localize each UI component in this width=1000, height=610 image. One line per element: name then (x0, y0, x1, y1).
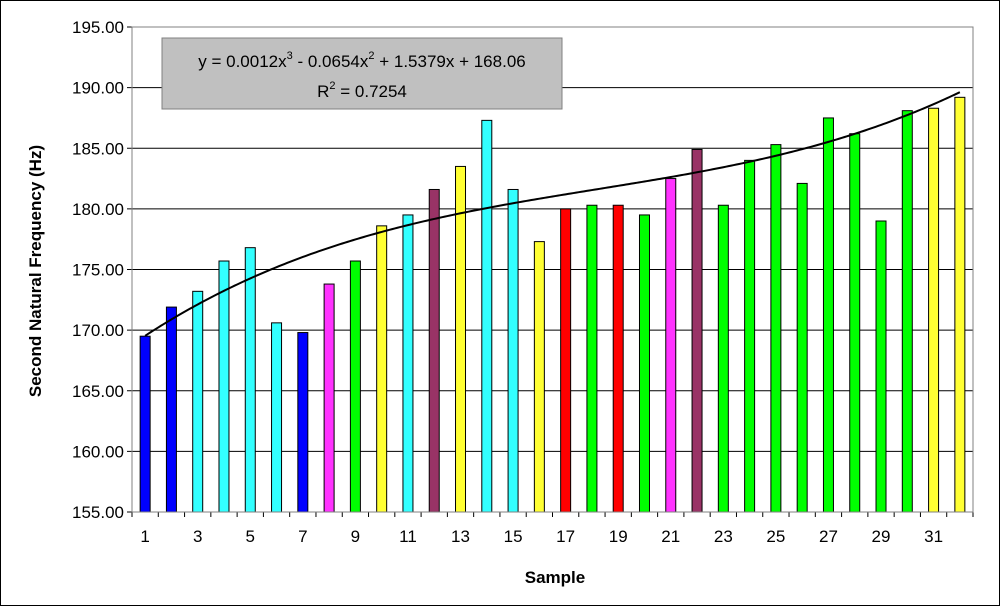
bar-sample-24 (744, 159, 756, 513)
bar-sample-12 (428, 188, 440, 513)
bar-sample-28 (849, 133, 861, 513)
y-tick-label: 155.00 (72, 503, 124, 522)
x-axis-ticks: 1 3 5 7 9 11 13 15 17 19 21 23 25 27 29 31 (131, 512, 974, 546)
bar-sample-27 (822, 117, 834, 513)
bar-sample-11 (402, 214, 414, 513)
bar-sample-26 (796, 182, 808, 513)
y-tick-label: 160.00 (72, 442, 124, 461)
x-tick-label: 7 (298, 527, 307, 546)
x-tick-label: 21 (661, 527, 680, 546)
x-tick-label: 25 (766, 527, 785, 546)
y-tick-label: 165.00 (72, 382, 124, 401)
bar-sample-14 (481, 119, 493, 513)
equation-box: y = 0.0012x3 - 0.0654x2 + 1.5379x + 168.… (161, 37, 563, 110)
y-tick-label: 195.00 (72, 18, 124, 37)
x-tick-label: 11 (399, 527, 417, 546)
x-tick-label: 3 (193, 527, 202, 546)
y-axis-title: Second Natural Frequency (Hz) (26, 145, 45, 397)
bar-sample-4 (218, 260, 230, 513)
bar-sample-9 (349, 260, 361, 513)
eq-exp-3: 3 (287, 50, 293, 62)
x-tick-label: 13 (451, 527, 470, 546)
r2-exp: 2 (329, 80, 335, 92)
bar-series (139, 96, 966, 513)
x-tick-label: 23 (714, 527, 733, 546)
bar-sample-18 (586, 204, 598, 513)
bar-sample-23 (717, 204, 729, 513)
eq-exp-2: 2 (368, 50, 374, 62)
r-squared: R2 = 0.7254 (317, 80, 407, 101)
bar-sample-20 (638, 214, 650, 513)
eq-part-2: - 0.0654x (293, 52, 369, 71)
bar-sample-29 (875, 220, 887, 513)
x-tick-label: 5 (246, 527, 255, 546)
x-tick-label: 27 (819, 527, 838, 546)
bar-sample-10 (376, 225, 388, 513)
bar-sample-15 (507, 188, 519, 513)
bar-sample-19 (612, 204, 624, 513)
r2-part-1: R (317, 82, 329, 101)
bar-sample-17 (560, 208, 572, 513)
x-tick-label: 1 (140, 527, 149, 546)
x-tick-label: 29 (872, 527, 891, 546)
y-tick-label: 180.00 (72, 200, 124, 219)
bar-sample-5 (244, 247, 256, 513)
bar-sample-32 (954, 96, 966, 513)
bar-sample-21 (665, 178, 677, 513)
equation-box-bg (161, 37, 563, 110)
bar-sample-22 (691, 148, 703, 513)
y-tick-label: 185.00 (72, 139, 124, 158)
bar-sample-16 (533, 241, 545, 513)
bar-sample-8 (323, 283, 335, 513)
bar-sample-13 (455, 165, 467, 513)
trend-equation: y = 0.0012x3 - 0.0654x2 + 1.5379x + 168.… (198, 50, 525, 71)
x-tick-label: 31 (924, 527, 943, 546)
eq-part-3: + 1.5379x + 168.06 (374, 52, 525, 71)
x-axis-title: Sample (525, 568, 585, 587)
bar-sample-7 (297, 332, 309, 513)
bar-sample-31 (928, 107, 940, 513)
trendline (144, 91, 961, 337)
plot-area (131, 26, 974, 513)
bar-sample-30 (901, 110, 913, 513)
x-tick-label: 9 (351, 527, 360, 546)
y-tick-label: 170.00 (72, 321, 124, 340)
bar-sample-6 (271, 322, 283, 513)
bar-sample-1 (139, 335, 151, 513)
x-tick-label: 15 (504, 527, 523, 546)
y-tick-label: 175.00 (72, 261, 124, 280)
x-tick-label: 19 (609, 527, 628, 546)
bar-sample-3 (192, 290, 204, 513)
bar-sample-25 (770, 144, 782, 513)
y-tick-label: 190.00 (72, 79, 124, 98)
bar-sample-2 (165, 306, 177, 513)
x-tick-label: 17 (556, 527, 575, 546)
r2-part-2: = 0.7254 (336, 82, 407, 101)
y-axis-ticks: 155.00 160.00 165.00 170.00 175.00 180.00 185.… (72, 18, 132, 522)
eq-part-1: y = 0.0012x (198, 52, 287, 71)
